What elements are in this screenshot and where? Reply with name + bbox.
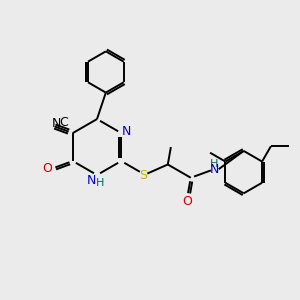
Text: C: C <box>59 116 68 129</box>
Text: H: H <box>96 178 105 188</box>
Text: S: S <box>139 169 147 182</box>
Text: O: O <box>182 195 192 208</box>
Text: N: N <box>87 174 96 187</box>
Text: N: N <box>210 163 219 176</box>
Text: O: O <box>42 162 52 175</box>
Text: N: N <box>122 125 131 138</box>
Text: H: H <box>210 159 218 169</box>
Text: N: N <box>51 117 61 130</box>
